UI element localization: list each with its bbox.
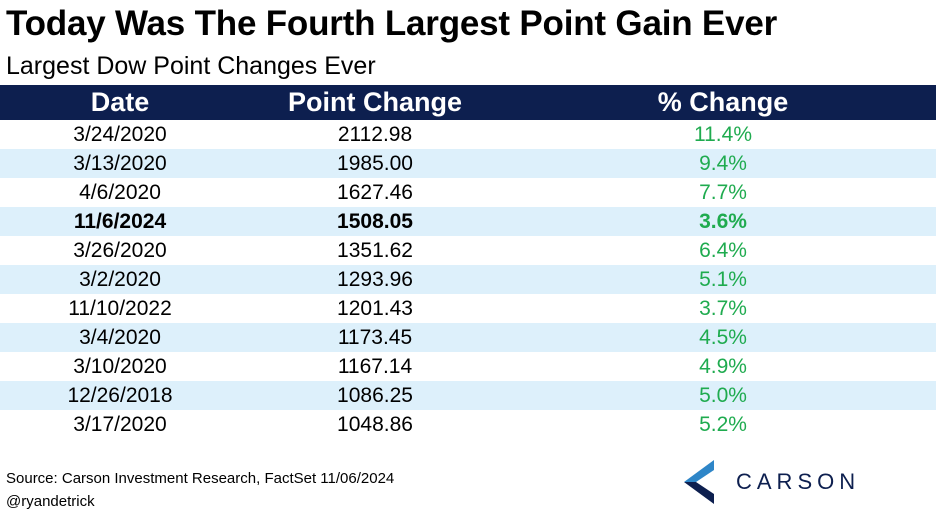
cell-date: 3/4/2020 <box>79 325 161 349</box>
cell-pct-change: 7.7% <box>699 180 747 204</box>
cell-date: 3/2/2020 <box>79 267 161 291</box>
table-row: 3/13/2020 1985.00 9.4% <box>0 149 936 178</box>
cell-date: 3/24/2020 <box>73 122 167 146</box>
cell-point-change: 1048.86 <box>337 412 413 436</box>
table-row: 4/6/2020 1627.46 7.7% <box>0 178 936 207</box>
cell-pct-change: 4.9% <box>699 354 747 378</box>
cell-date: 3/10/2020 <box>73 354 167 378</box>
table-row: 3/17/2020 1048.86 5.2% <box>0 410 936 439</box>
cell-point-change: 1351.62 <box>337 238 413 262</box>
table-row: 3/4/2020 1173.45 4.5% <box>0 323 936 352</box>
cell-point-change: 1086.25 <box>337 383 413 407</box>
carson-logo: CARSON <box>684 460 884 506</box>
cell-date: 3/17/2020 <box>73 412 167 436</box>
carson-chevron-icon <box>684 460 714 504</box>
table-row: 3/10/2020 1167.14 4.9% <box>0 352 936 381</box>
cell-point-change: 1627.46 <box>337 180 413 204</box>
author-handle: @ryandetrick <box>6 493 95 510</box>
cell-date: 11/10/2022 <box>68 296 172 320</box>
column-header-point-change: Point Change <box>288 87 462 117</box>
dow-point-changes-table: Date Point Change % Change 3/24/2020 2112… <box>0 85 936 439</box>
cell-date: 3/26/2020 <box>73 238 167 262</box>
cell-point-change: 1508.05 <box>337 209 413 233</box>
cell-pct-change: 3.6% <box>699 209 747 233</box>
table-row: 3/26/2020 1351.62 6.4% <box>0 236 936 265</box>
column-header-date: Date <box>90 87 150 117</box>
table-body: 3/24/2020 2112.98 11.4% 3/13/2020 1985.00 9.4… <box>0 120 936 439</box>
table-row: 3/2/2020 1293.96 5.1% <box>0 265 936 294</box>
cell-pct-change: 4.5% <box>699 325 747 349</box>
cell-pct-change: 6.4% <box>699 238 747 262</box>
cell-point-change: 1985.00 <box>337 151 413 175</box>
chart-title: Today Was The Fourth Largest Point Gain … <box>6 4 778 43</box>
source-note: Source: Carson Investment Research, Fact… <box>6 470 395 487</box>
table-row: 11/10/2022 1201.43 3.7% <box>0 294 936 323</box>
cell-point-change: 1167.14 <box>337 354 413 378</box>
cell-date: 12/26/2018 <box>67 383 173 407</box>
column-header-pct-change: % Change <box>657 87 789 117</box>
cell-pct-change: 3.7% <box>699 296 747 320</box>
cell-pct-change: 11.4% <box>694 122 752 146</box>
chart-subtitle: Largest Dow Point Changes Ever <box>6 52 376 80</box>
table-header-row: Date Point Change % Change <box>0 85 936 120</box>
logo-wordmark: CARSON <box>736 469 861 494</box>
cell-point-change: 1293.96 <box>337 267 413 291</box>
cell-date: 11/6/2024 <box>73 209 167 233</box>
cell-point-change: 2112.98 <box>337 122 413 146</box>
cell-pct-change: 9.4% <box>699 151 747 175</box>
cell-point-change: 1173.45 <box>337 325 413 349</box>
cell-pct-change: 5.1% <box>699 267 747 291</box>
table-row: 3/24/2020 2112.98 11.4% <box>0 120 936 149</box>
table-row-highlighted: 11/6/2024 1508.05 3.6% <box>0 207 936 236</box>
cell-pct-change: 5.0% <box>699 383 747 407</box>
cell-date: 4/6/2020 <box>79 180 161 204</box>
cell-pct-change: 5.2% <box>699 412 747 436</box>
table-row: 12/26/2018 1086.25 5.0% <box>0 381 936 410</box>
cell-date: 3/13/2020 <box>73 151 167 175</box>
cell-point-change: 1201.43 <box>337 296 413 320</box>
